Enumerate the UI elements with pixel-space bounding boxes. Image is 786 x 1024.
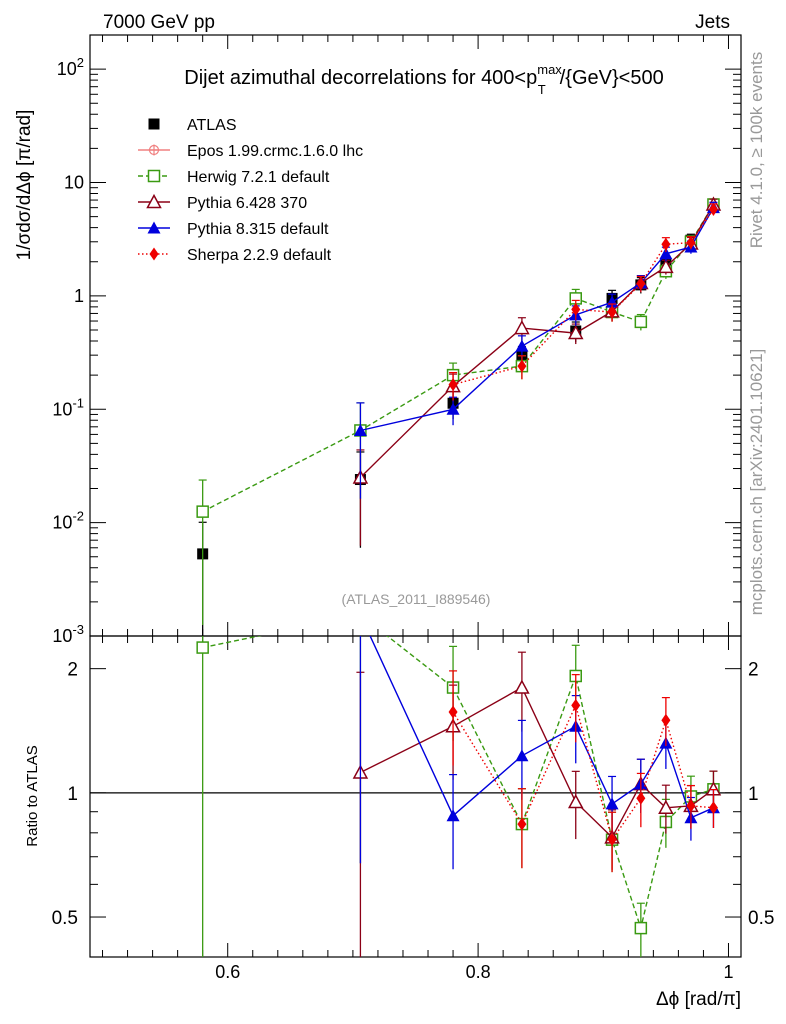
point-sherpa bbox=[448, 378, 458, 392]
point-sherpa bbox=[517, 359, 527, 373]
point-herwig bbox=[634, 921, 648, 935]
point-sherpa bbox=[686, 236, 696, 250]
point-sherpa bbox=[517, 817, 527, 831]
legend-item-pythia6: Pythia 6.428 370 bbox=[138, 193, 307, 212]
x-axis-label: Δϕ [rad/π] bbox=[656, 989, 741, 1010]
legend-label-epos: Epos 1.99.crmc.1.6.0 lhc bbox=[187, 143, 363, 160]
process-label: Jets bbox=[695, 12, 730, 33]
point-sherpa bbox=[571, 302, 581, 316]
legend-item-sherpa: Sherpa 2.2.9 default bbox=[138, 247, 332, 264]
series-line-sherpa bbox=[452, 703, 714, 842]
y-tick-label: 102 bbox=[57, 55, 84, 79]
legend-item-epos: Epos 1.99.crmc.1.6.0 lhc bbox=[138, 143, 363, 160]
legend-item-pythia8: Pythia 8.315 default bbox=[138, 221, 329, 238]
ratio-data-layer bbox=[196, 636, 722, 957]
legend-label-pythia8: Pythia 8.315 default bbox=[187, 221, 329, 238]
series-line-sherpa bbox=[452, 208, 715, 386]
legend-label-atlas: ATLAS bbox=[187, 117, 237, 134]
mcplots-info: mcplots.cern.ch [arXiv:2401.10621] bbox=[747, 349, 766, 615]
x-tick-label: 1 bbox=[723, 962, 733, 982]
point-pythia6 bbox=[658, 258, 674, 274]
point-herwig bbox=[196, 641, 209, 654]
series-sherpa bbox=[448, 202, 718, 401]
point-sherpa bbox=[708, 202, 718, 216]
ratio-axis-label: Ratio to ATLAS bbox=[24, 745, 41, 846]
y-tick-label: 10-1 bbox=[52, 395, 84, 419]
point-sherpa bbox=[571, 698, 581, 712]
legend-marker-atlas bbox=[148, 118, 160, 130]
series-sherpa-ratio bbox=[448, 670, 718, 873]
x-tick-label: 0.6 bbox=[215, 962, 240, 982]
point-pythia6 bbox=[658, 799, 674, 815]
legend-label-sherpa: Sherpa 2.2.9 default bbox=[187, 247, 332, 264]
y-tick-label: 10-2 bbox=[52, 509, 84, 533]
point-sherpa bbox=[607, 833, 617, 847]
point-sherpa bbox=[661, 237, 671, 251]
y-axis-label: 1/σdσ/dΔϕ [π/rad] bbox=[14, 110, 35, 261]
ratio-panel bbox=[89, 635, 742, 958]
main-data-layer bbox=[196, 196, 722, 636]
legend-label-pythia6: Pythia 6.428 370 bbox=[187, 195, 307, 212]
point-herwig bbox=[634, 315, 648, 329]
collider-label: 7000 GeV pp bbox=[103, 12, 215, 33]
ratio-tick-label: 2 bbox=[67, 660, 78, 681]
legend-marker-sherpa bbox=[149, 247, 159, 261]
legend-marker-pythia8 bbox=[147, 221, 161, 234]
legend-item-herwig: Herwig 7.2.1 default bbox=[138, 169, 330, 186]
chart-title: Dijet azimuthal decorrelations for 400<p… bbox=[184, 62, 663, 97]
point-sherpa bbox=[607, 305, 617, 319]
point-pythia8 bbox=[515, 749, 529, 762]
legend-marker-pythia6 bbox=[146, 193, 162, 209]
axes: 0.6 0.8 1 10-3 10-2 10-1 1 10 102 0.5 0.5 1 1 2 2 bbox=[52, 34, 774, 982]
ratio-frame bbox=[89, 635, 742, 958]
series-line-herwig bbox=[202, 204, 715, 513]
y-tick-label: 10 bbox=[64, 173, 84, 193]
y-tick-label: 1 bbox=[74, 286, 84, 306]
legend-label-herwig: Herwig 7.2.1 default bbox=[187, 169, 330, 186]
point-pythia8 bbox=[446, 402, 460, 415]
point-sherpa bbox=[708, 801, 718, 815]
point-pythia6 bbox=[567, 793, 584, 809]
point-sherpa bbox=[636, 277, 646, 291]
y-tick-label: 10-3 bbox=[52, 622, 84, 646]
rivet-info: Rivet 4.1.0, ≥ 100k events bbox=[747, 52, 766, 248]
point-pythia8 bbox=[605, 295, 619, 308]
point-pythia8 bbox=[515, 339, 529, 352]
legend-marker-epos bbox=[148, 144, 160, 156]
point-pythia6 bbox=[514, 320, 530, 335]
point-sherpa bbox=[636, 791, 646, 805]
point-pythia8 bbox=[353, 423, 367, 436]
point-pythia8 bbox=[446, 809, 460, 822]
legend-marker-herwig bbox=[147, 169, 161, 183]
point-sherpa bbox=[686, 799, 696, 813]
x-tick-label: 0.8 bbox=[466, 962, 491, 982]
point-sherpa bbox=[661, 713, 671, 727]
series-line-herwig bbox=[202, 636, 714, 931]
reference-label: (ATLAS_2011_I889546) bbox=[342, 591, 491, 607]
point-herwig bbox=[196, 505, 209, 518]
ratio-tick-label-right: 2 bbox=[748, 660, 759, 681]
ratio-tick-label-right: 0.5 bbox=[748, 908, 774, 929]
point-pythia6 bbox=[567, 324, 584, 340]
ratio-tick-label: 0.5 bbox=[52, 908, 78, 929]
point-pythia8 bbox=[659, 247, 673, 260]
legend: ATLAS Epos 1.99.crmc.1.6.0 lhc Herwig 7.2.… bbox=[138, 117, 363, 264]
legend-item-atlas: ATLAS bbox=[148, 117, 237, 134]
point-pythia6 bbox=[514, 679, 530, 694]
point-sherpa bbox=[448, 705, 458, 719]
ratio-tick-label: 1 bbox=[67, 784, 78, 805]
ratio-tick-label-right: 1 bbox=[748, 784, 759, 805]
point-pythia8 bbox=[605, 797, 619, 810]
